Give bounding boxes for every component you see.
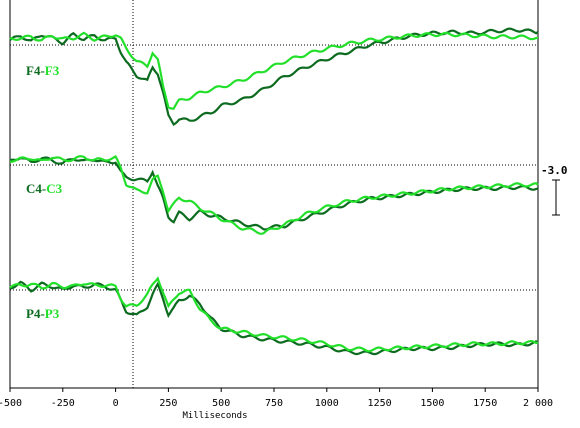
panel-label-left: P4 bbox=[26, 306, 41, 321]
panel-label-2: P4-P3 bbox=[26, 306, 60, 321]
x-tick-label: 1000 bbox=[315, 398, 339, 409]
baselines-group bbox=[10, 44, 538, 291]
series-left-f4 bbox=[9, 27, 539, 127]
series-left-c4 bbox=[9, 156, 539, 231]
x-tick-label: 750 bbox=[265, 398, 283, 409]
scale-bar-label: -3.0 bbox=[541, 164, 568, 177]
x-tick-label: -250 bbox=[51, 398, 75, 409]
x-tick-label: 1250 bbox=[368, 398, 392, 409]
panel-label-0: F4-F3 bbox=[26, 63, 60, 78]
panel-label-sep: - bbox=[40, 306, 44, 321]
panel-label-left: F4 bbox=[26, 63, 41, 78]
x-tick-label: 2 000 bbox=[523, 398, 553, 409]
panel-label-left: C4 bbox=[26, 181, 42, 196]
x-ticks-group: -500 -250 0 250 500 750 1000 1250 1500 1750 2 000 bbox=[0, 388, 553, 409]
panel-label-right: F3 bbox=[45, 63, 60, 78]
series-right-p3 bbox=[9, 276, 539, 353]
x-tick-label: 0 bbox=[113, 398, 119, 409]
series-right-c3 bbox=[9, 155, 539, 235]
x-axis-label: Milliseconds bbox=[182, 411, 247, 421]
panel-label-sep: - bbox=[40, 63, 44, 78]
panel-label-right: C3 bbox=[46, 181, 62, 196]
panel-label-right: P3 bbox=[45, 306, 60, 321]
x-tick-label: 500 bbox=[212, 398, 230, 409]
panel-label-sep: - bbox=[42, 181, 46, 196]
series-right-f3 bbox=[9, 31, 538, 110]
x-tick-label: 1750 bbox=[473, 398, 497, 409]
scale-bar: -3.0 bbox=[541, 164, 568, 216]
x-tick-label: -500 bbox=[0, 398, 22, 409]
x-tick-label: 250 bbox=[159, 398, 177, 409]
x-tick-label: 1500 bbox=[420, 398, 444, 409]
panel-label-1: C4-C3 bbox=[26, 181, 63, 196]
traces-group bbox=[9, 27, 539, 356]
